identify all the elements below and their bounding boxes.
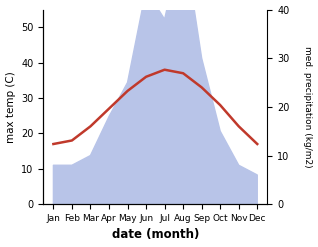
X-axis label: date (month): date (month): [112, 228, 199, 242]
Y-axis label: med. precipitation (kg/m2): med. precipitation (kg/m2): [303, 46, 313, 168]
Y-axis label: max temp (C): max temp (C): [5, 71, 16, 143]
